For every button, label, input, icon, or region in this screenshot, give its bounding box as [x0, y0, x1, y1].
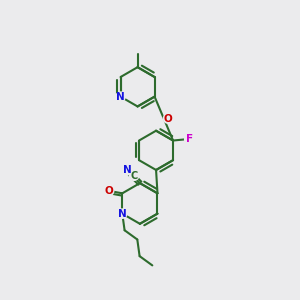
Circle shape — [122, 166, 132, 175]
Circle shape — [104, 186, 114, 196]
Circle shape — [130, 171, 139, 180]
Text: N: N — [123, 165, 131, 175]
Circle shape — [116, 92, 125, 101]
Text: O: O — [105, 186, 113, 196]
Circle shape — [164, 114, 172, 123]
Text: N: N — [118, 208, 127, 219]
Circle shape — [118, 209, 127, 218]
Circle shape — [184, 135, 194, 144]
Text: C: C — [130, 171, 138, 181]
Text: N: N — [116, 92, 125, 102]
Text: F: F — [186, 134, 193, 144]
Text: O: O — [164, 114, 172, 124]
